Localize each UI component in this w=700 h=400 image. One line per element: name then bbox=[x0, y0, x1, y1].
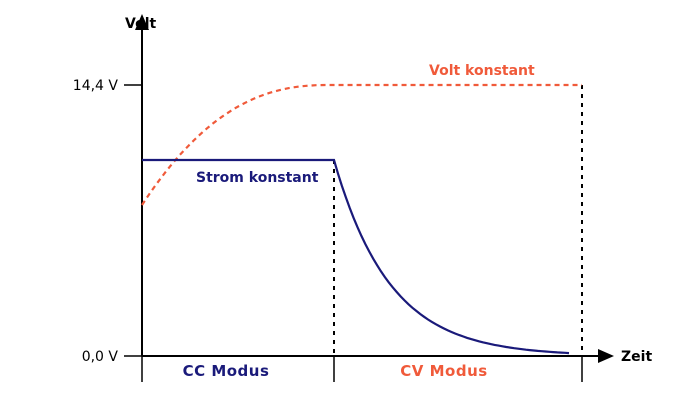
y-tick-label-bottom: 0,0 V bbox=[82, 349, 119, 365]
series-label-strom-konstant: Strom konstant bbox=[196, 170, 319, 186]
series-line-volt-konstant bbox=[141, 83, 582, 206]
y-axis-title: Volt bbox=[125, 16, 156, 32]
x-axis-arrow bbox=[598, 349, 614, 363]
y-tick-label-top: 14,4 V bbox=[73, 78, 119, 94]
x-axis-title: Zeit bbox=[621, 349, 652, 365]
y-axis-arrow bbox=[135, 14, 149, 30]
cc-mode-label: CC Modus bbox=[183, 362, 270, 380]
series-label-volt-konstant: Volt konstant bbox=[429, 63, 535, 79]
cv-mode-label: CV Modus bbox=[400, 362, 487, 380]
series-line-strom-konstant bbox=[142, 158, 570, 355]
